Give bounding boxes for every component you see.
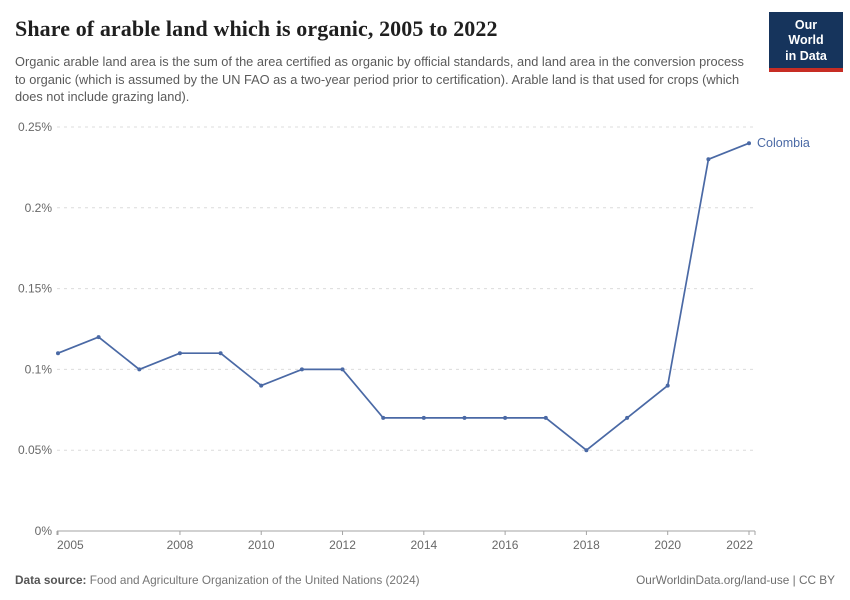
owid-logo[interactable]: Our World in Data <box>769 12 843 72</box>
data-point[interactable] <box>381 415 386 420</box>
data-source: Data source: Food and Agriculture Organi… <box>15 573 420 587</box>
data-point[interactable] <box>706 157 711 162</box>
data-point[interactable] <box>421 415 426 420</box>
data-point[interactable] <box>747 141 751 146</box>
data-point[interactable] <box>665 383 670 388</box>
data-source-text: Food and Agriculture Organization of the… <box>86 573 420 587</box>
y-tick-label: 0.05% <box>18 443 52 457</box>
x-tick-label: 2020 <box>654 538 681 552</box>
data-point[interactable] <box>462 415 467 420</box>
chart-subtitle: Organic arable land area is the sum of t… <box>15 54 744 105</box>
x-tick-label: 2010 <box>248 538 275 552</box>
data-point[interactable] <box>299 367 304 372</box>
x-tick-label: 2018 <box>573 538 600 552</box>
x-tick-label: 2014 <box>410 538 437 552</box>
series-end-label: Colombia <box>757 136 810 150</box>
data-point[interactable] <box>503 415 508 420</box>
data-point[interactable] <box>137 367 142 372</box>
series-line[interactable] <box>57 142 750 452</box>
data-point[interactable] <box>259 383 264 388</box>
data-point[interactable] <box>177 351 182 356</box>
data-point[interactable] <box>340 367 345 372</box>
y-tick-label: 0.15% <box>18 282 52 296</box>
data-point[interactable] <box>625 415 630 420</box>
y-tick-label: 0.2% <box>25 201 53 215</box>
x-tick-label: 2005 <box>57 538 84 552</box>
footer-link[interactable]: OurWorldinData.org/land-use | CC BY <box>636 573 835 587</box>
data-point[interactable] <box>218 351 223 356</box>
x-tick-label: 2016 <box>492 538 519 552</box>
x-tick-label: 2022 <box>726 538 753 552</box>
y-tick-label: 0% <box>35 524 53 538</box>
y-tick-label: 0.1% <box>25 362 53 376</box>
data-point[interactable] <box>96 335 101 340</box>
data-source-label: Data source: <box>15 573 87 587</box>
data-point[interactable] <box>56 351 60 356</box>
x-tick-label: 2012 <box>329 538 356 552</box>
y-tick-label: 0.25% <box>18 120 52 134</box>
chart-footer: Data source: Food and Agriculture Organi… <box>15 573 835 587</box>
data-point[interactable] <box>543 415 548 420</box>
owid-logo-line1: Our World <box>788 18 824 48</box>
data-point[interactable] <box>584 448 589 453</box>
page-title: Share of arable land which is organic, 2… <box>15 16 498 41</box>
x-tick-label: 2008 <box>167 538 194 552</box>
owid-logo-line2: in Data <box>785 48 827 63</box>
